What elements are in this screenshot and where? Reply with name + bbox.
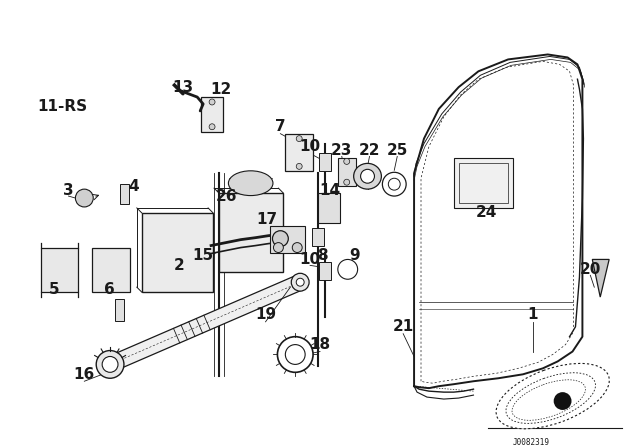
Text: 11-RS: 11-RS bbox=[38, 99, 88, 114]
Text: 19: 19 bbox=[255, 307, 276, 323]
Bar bbox=[271, 226, 305, 254]
Circle shape bbox=[277, 337, 313, 372]
Bar bbox=[338, 159, 356, 186]
Text: 21: 21 bbox=[392, 319, 414, 334]
Text: 8: 8 bbox=[317, 248, 327, 263]
Text: 10: 10 bbox=[300, 139, 321, 154]
Circle shape bbox=[554, 392, 572, 410]
Bar bbox=[319, 263, 331, 280]
Text: 25: 25 bbox=[387, 143, 408, 158]
Circle shape bbox=[209, 124, 215, 130]
Ellipse shape bbox=[496, 363, 609, 429]
Ellipse shape bbox=[506, 373, 595, 423]
Bar bbox=[141, 213, 213, 292]
Bar bbox=[41, 248, 78, 292]
Circle shape bbox=[296, 136, 302, 142]
Text: 22: 22 bbox=[359, 143, 380, 158]
Text: 6: 6 bbox=[104, 282, 115, 297]
Text: 26: 26 bbox=[216, 189, 237, 203]
Bar bbox=[319, 154, 331, 171]
Bar bbox=[92, 248, 130, 292]
Circle shape bbox=[360, 169, 374, 183]
Circle shape bbox=[388, 178, 400, 190]
Circle shape bbox=[291, 273, 309, 291]
Circle shape bbox=[296, 278, 304, 286]
Bar bbox=[285, 134, 313, 171]
Circle shape bbox=[338, 259, 358, 279]
Text: 18: 18 bbox=[309, 337, 331, 352]
Circle shape bbox=[382, 172, 406, 196]
Polygon shape bbox=[107, 275, 303, 372]
Text: 12: 12 bbox=[211, 82, 232, 97]
Circle shape bbox=[273, 231, 288, 246]
Text: 13: 13 bbox=[173, 80, 194, 95]
Bar bbox=[115, 299, 124, 321]
Text: 2: 2 bbox=[174, 258, 185, 273]
Text: 24: 24 bbox=[476, 205, 497, 220]
Bar bbox=[312, 228, 324, 246]
Ellipse shape bbox=[228, 171, 273, 196]
Text: J0082319: J0082319 bbox=[513, 438, 550, 447]
Bar bbox=[454, 159, 513, 208]
Bar bbox=[459, 164, 508, 203]
Text: 17: 17 bbox=[256, 212, 277, 227]
Polygon shape bbox=[592, 259, 609, 297]
Text: 9: 9 bbox=[349, 248, 360, 263]
Bar bbox=[120, 184, 129, 204]
Circle shape bbox=[292, 243, 302, 253]
Circle shape bbox=[296, 164, 302, 169]
Circle shape bbox=[102, 357, 118, 372]
Circle shape bbox=[76, 189, 93, 207]
Circle shape bbox=[344, 179, 349, 185]
Text: 20: 20 bbox=[580, 262, 601, 277]
Ellipse shape bbox=[354, 164, 381, 189]
Bar bbox=[201, 97, 223, 132]
Text: 4: 4 bbox=[129, 179, 139, 194]
Bar bbox=[219, 193, 284, 272]
Circle shape bbox=[344, 159, 349, 164]
Circle shape bbox=[96, 350, 124, 378]
Text: 16: 16 bbox=[74, 367, 95, 382]
Text: 23: 23 bbox=[331, 143, 353, 158]
Text: 3: 3 bbox=[63, 183, 74, 198]
Ellipse shape bbox=[512, 380, 586, 420]
Bar bbox=[318, 193, 340, 223]
Text: 14: 14 bbox=[319, 183, 340, 198]
Text: 7: 7 bbox=[275, 119, 285, 134]
Text: 10: 10 bbox=[300, 252, 321, 267]
Text: 5: 5 bbox=[49, 282, 60, 297]
Text: 15: 15 bbox=[193, 248, 214, 263]
Circle shape bbox=[209, 99, 215, 105]
Circle shape bbox=[273, 243, 284, 253]
Circle shape bbox=[285, 345, 305, 364]
Text: 1: 1 bbox=[527, 307, 538, 323]
